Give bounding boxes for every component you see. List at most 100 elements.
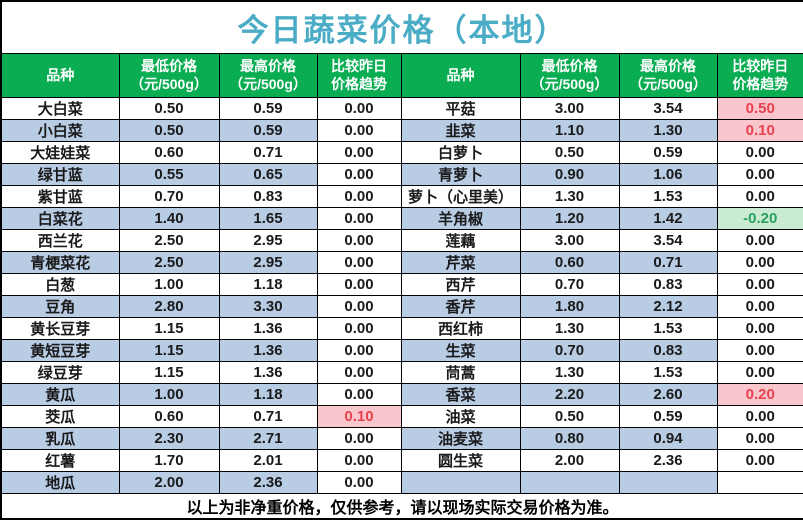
table-row: 黄瓜 1.00 1.18 0.00 香菜 2.20 2.60 0.20 bbox=[0, 382, 803, 406]
left-trend-cell: 0.00 bbox=[316, 206, 402, 230]
right-variety-cell: 羊角椒 bbox=[400, 206, 521, 230]
left-variety-cell: 豆角 bbox=[0, 294, 120, 318]
left-min-price-column-header: 最低价格 （元/500g） bbox=[118, 52, 220, 98]
right-min-price-column-header: 最低价格 （元/500g） bbox=[519, 52, 620, 98]
right-trend-cell: 0.00 bbox=[716, 228, 803, 252]
left-trend-cell: 0.00 bbox=[316, 162, 402, 186]
right-max-price-cell: 0.83 bbox=[618, 338, 718, 362]
left-min-price-cell: 0.50 bbox=[118, 96, 220, 120]
right-variety-cell: 生菜 bbox=[400, 338, 521, 362]
left-max-price-cell: 2.36 bbox=[218, 470, 318, 494]
table-row: 绿甘蓝 0.55 0.65 0.00 青萝卜 0.90 1.06 0.00 bbox=[0, 162, 803, 186]
table-row: 大白菜 0.50 0.59 0.00 平菇 3.00 3.54 0.50 bbox=[0, 96, 803, 120]
table-row: 白葱 1.00 1.18 0.00 西芹 0.70 0.83 0.00 bbox=[0, 272, 803, 296]
right-max-price-cell: 2.36 bbox=[618, 448, 718, 472]
right-max-price-cell: 3.54 bbox=[618, 96, 718, 120]
right-variety-cell: 青萝卜 bbox=[400, 162, 521, 186]
right-min-price-cell: 1.80 bbox=[519, 294, 620, 318]
table-row: 青梗菜花 2.50 2.95 0.00 芹菜 0.60 0.71 0.00 bbox=[0, 250, 803, 274]
left-trend-cell: 0.00 bbox=[316, 294, 402, 318]
left-trend-cell: 0.00 bbox=[316, 250, 402, 274]
left-max-price-cell: 0.65 bbox=[218, 162, 318, 186]
right-min-price-cell: 0.50 bbox=[519, 140, 620, 164]
left-max-price-cell: 2.95 bbox=[218, 228, 318, 252]
left-min-price-cell: 0.70 bbox=[118, 184, 220, 208]
right-trend-cell: 0.00 bbox=[716, 184, 803, 208]
right-max-price-cell: 0.59 bbox=[618, 140, 718, 164]
left-max-price-cell: 2.71 bbox=[218, 426, 318, 450]
left-min-price-cell: 1.40 bbox=[118, 206, 220, 230]
right-min-price-cell: 0.60 bbox=[519, 250, 620, 274]
left-max-price-cell: 2.01 bbox=[218, 448, 318, 472]
right-max-price-cell: 1.53 bbox=[618, 360, 718, 384]
title-row: 今日蔬菜价格（本地） bbox=[0, 0, 803, 54]
left-trend-cell: 0.00 bbox=[316, 272, 402, 296]
left-variety-cell: 西兰花 bbox=[0, 228, 120, 252]
right-trend-cell: 0.00 bbox=[716, 360, 803, 384]
right-min-price-header-line2: （元/500g） bbox=[530, 76, 609, 92]
left-max-price-cell: 0.59 bbox=[218, 118, 318, 142]
right-trend-cell: -0.20 bbox=[716, 206, 803, 230]
left-trend-cell: 0.00 bbox=[316, 96, 402, 120]
left-max-price-cell: 0.83 bbox=[218, 184, 318, 208]
right-max-price-cell: 2.12 bbox=[618, 294, 718, 318]
right-min-price-cell: 2.00 bbox=[519, 448, 620, 472]
right-max-price-cell: 0.83 bbox=[618, 272, 718, 296]
right-trend-cell: 0.00 bbox=[716, 162, 803, 186]
right-variety-cell: 莲藕 bbox=[400, 228, 521, 252]
right-variety-cell: 西红柿 bbox=[400, 316, 521, 340]
left-trend-cell: 0.00 bbox=[316, 338, 402, 362]
right-min-price-cell bbox=[519, 470, 620, 494]
left-trend-cell: 0.00 bbox=[316, 360, 402, 384]
right-max-price-header-line2: （元/500g） bbox=[629, 76, 707, 92]
left-variety-cell: 大娃娃菜 bbox=[0, 140, 120, 164]
left-max-price-header-line2: （元/500g） bbox=[229, 76, 307, 92]
left-max-price-cell: 1.18 bbox=[218, 272, 318, 296]
left-variety-cell: 黄短豆芽 bbox=[0, 338, 120, 362]
left-variety-cell: 地瓜 bbox=[0, 470, 120, 494]
right-max-price-header-line1: 最高价格 bbox=[640, 57, 696, 74]
right-max-price-cell: 1.42 bbox=[618, 206, 718, 230]
left-trend-cell: 0.00 bbox=[316, 382, 402, 406]
left-max-price-cell: 1.18 bbox=[218, 382, 318, 406]
right-min-price-cell: 1.10 bbox=[519, 118, 620, 142]
right-variety-cell: 西芹 bbox=[400, 272, 521, 296]
left-min-price-cell: 0.60 bbox=[118, 404, 220, 428]
right-variety-cell: 香菜 bbox=[400, 382, 521, 406]
right-max-price-cell: 1.53 bbox=[618, 316, 718, 340]
left-min-price-cell: 2.80 bbox=[118, 294, 220, 318]
table-row: 乳瓜 2.30 2.71 0.00 油麦菜 0.80 0.94 0.00 bbox=[0, 426, 803, 450]
left-max-price-cell: 0.71 bbox=[218, 140, 318, 164]
left-max-price-cell: 1.36 bbox=[218, 338, 318, 362]
right-min-price-cell: 0.50 bbox=[519, 404, 620, 428]
right-trend-cell: 0.10 bbox=[716, 118, 803, 142]
right-min-price-cell: 0.70 bbox=[519, 338, 620, 362]
right-variety-cell: 茼蒿 bbox=[400, 360, 521, 384]
left-trend-cell: 0.00 bbox=[316, 426, 402, 450]
left-trend-header-line1: 比较昨日 bbox=[331, 57, 387, 74]
left-variety-cell: 绿豆芽 bbox=[0, 360, 120, 384]
table-row: 西兰花 2.50 2.95 0.00 莲藕 3.00 3.54 0.00 bbox=[0, 228, 803, 252]
left-max-price-cell: 0.71 bbox=[218, 404, 318, 428]
right-variety-header-label: 品种 bbox=[446, 66, 475, 83]
left-variety-cell: 青梗菜花 bbox=[0, 250, 120, 274]
table-row: 红薯 1.70 2.01 0.00 圆生菜 2.00 2.36 0.00 bbox=[0, 448, 803, 472]
left-min-price-cell: 1.15 bbox=[118, 338, 220, 362]
right-min-price-cell: 0.80 bbox=[519, 426, 620, 450]
right-trend-header-line1: 比较昨日 bbox=[732, 57, 789, 74]
table-row: 黄短豆芽 1.15 1.36 0.00 生菜 0.70 0.83 0.00 bbox=[0, 338, 803, 362]
right-min-price-cell: 1.30 bbox=[519, 184, 620, 208]
table-row: 豆角 2.80 3.30 0.00 香芹 1.80 2.12 0.00 bbox=[0, 294, 803, 318]
left-variety-cell: 红薯 bbox=[0, 448, 120, 472]
left-variety-cell: 绿甘蓝 bbox=[0, 162, 120, 186]
right-max-price-cell: 1.06 bbox=[618, 162, 718, 186]
right-trend-cell: 0.00 bbox=[716, 294, 803, 318]
left-min-price-cell: 1.00 bbox=[118, 272, 220, 296]
right-variety-cell: 油麦菜 bbox=[400, 426, 521, 450]
left-max-price-header-line1: 最高价格 bbox=[240, 57, 296, 74]
left-min-price-cell: 1.15 bbox=[118, 316, 220, 340]
right-variety-cell: 平菇 bbox=[400, 96, 521, 120]
left-max-price-column-header: 最高价格 （元/500g） bbox=[218, 52, 318, 98]
right-trend-cell: 0.00 bbox=[716, 448, 803, 472]
